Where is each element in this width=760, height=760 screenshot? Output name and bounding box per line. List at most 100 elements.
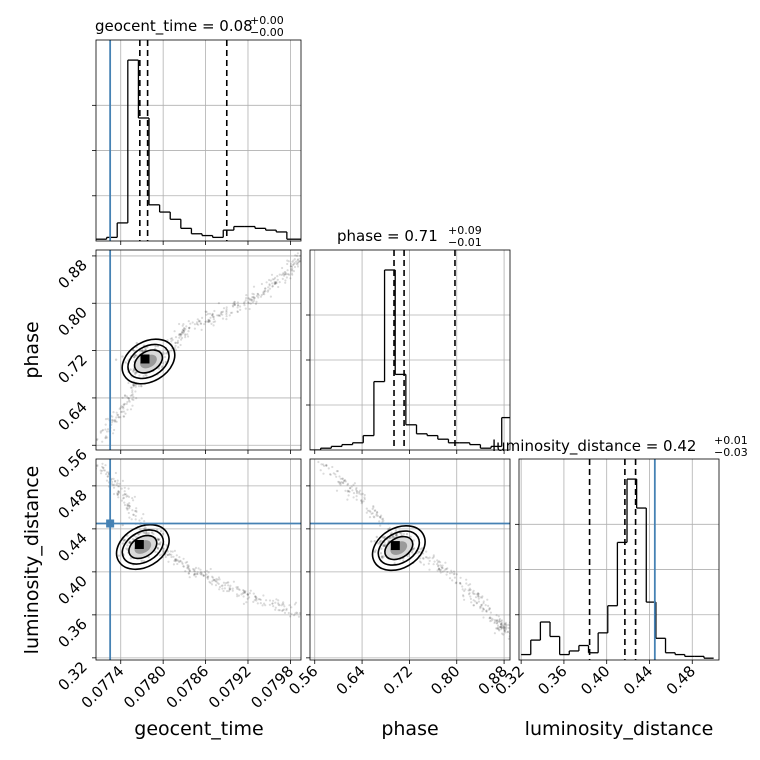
sample-point [110,477,113,480]
sample-point [499,625,502,629]
sample-point [192,569,195,572]
sample-point [132,384,135,387]
sample-point [405,532,409,536]
sample-point [281,266,284,270]
sample-point [342,482,345,485]
sample-point [199,322,202,325]
sample-point [320,463,323,466]
sample-point [455,573,458,576]
sample-point [463,589,466,593]
sample-point [187,572,190,575]
sample-point [461,588,464,591]
sample-point [496,618,499,622]
sample-point [394,529,398,532]
sample-point [477,600,480,603]
sample-point [507,637,510,640]
sample-point [112,477,115,480]
sample-point [272,605,275,608]
sample-point [117,496,120,499]
sample-point [500,626,503,629]
sample-point [473,592,476,596]
sample-point [291,267,294,270]
density-contour-2-1-0 [371,524,426,572]
sample-point [200,573,203,576]
sample-point [200,328,203,331]
sample-point [255,294,258,298]
sample-point [281,602,284,605]
sample-point [174,344,177,347]
sample-point [282,601,285,604]
sample-point [250,299,253,302]
sample-point [179,333,182,336]
sample-point [211,580,214,583]
sample-point [382,555,385,558]
sample-point [412,539,415,542]
sample-point [477,597,480,600]
sample-point [496,627,499,631]
sample-point [184,328,187,331]
sample-point [176,559,179,562]
density-peak-2-1 [390,541,400,551]
sample-point [271,285,274,288]
sample-point [350,485,353,488]
sample-point [184,334,187,337]
sample-point [261,604,264,607]
sample-point [120,499,123,502]
sample-point [256,602,259,605]
sample-point [128,505,131,508]
sample-point [467,593,471,596]
sample-point [132,385,135,388]
sample-point [207,320,210,323]
sample-point [482,616,485,619]
sample-point [259,602,262,605]
density-contour-1-0-0 [121,338,176,385]
sample-point [175,558,178,561]
sample-point [362,500,365,503]
sample-point [232,302,235,305]
sample-point [125,495,128,498]
sample-point [342,479,345,482]
sample-point [206,577,209,580]
xlabel-geocent-time: geocent_time [134,718,263,740]
sample-point [129,408,133,411]
sample-point [173,549,176,553]
sample-point [402,559,405,562]
sample-point [187,335,190,338]
sample-point [499,623,503,626]
sample-point [232,580,235,583]
sample-point [173,330,176,333]
sample-point [165,544,168,547]
sample-point [179,333,182,336]
sample-point [225,309,228,313]
sample-point [123,503,127,507]
sample-point [294,601,298,604]
sample-point [144,526,147,530]
sample-point [104,435,108,438]
sample-point [505,623,508,626]
sample-point [246,593,249,596]
sample-point [496,627,499,630]
sample-point [211,313,214,316]
xtick-label-2-2-3: 0.44 [620,662,656,698]
sample-point [152,532,155,536]
sample-point [462,594,465,597]
sample-point [243,301,246,304]
sample-point [295,254,299,257]
sample-point [112,411,115,414]
sample-point [162,547,166,550]
sample-point [246,597,249,600]
sample-point [418,547,421,550]
sample-point [182,329,186,332]
sample-point [200,322,203,325]
sample-point [289,265,292,268]
sample-point [280,273,283,276]
sample-point [257,294,260,297]
sample-point [504,625,507,628]
sample-point [176,339,180,342]
sample-point [336,470,339,473]
sample-point [186,333,189,336]
sample-point [174,341,177,344]
sample-point [134,514,137,518]
sample-point [188,326,191,329]
